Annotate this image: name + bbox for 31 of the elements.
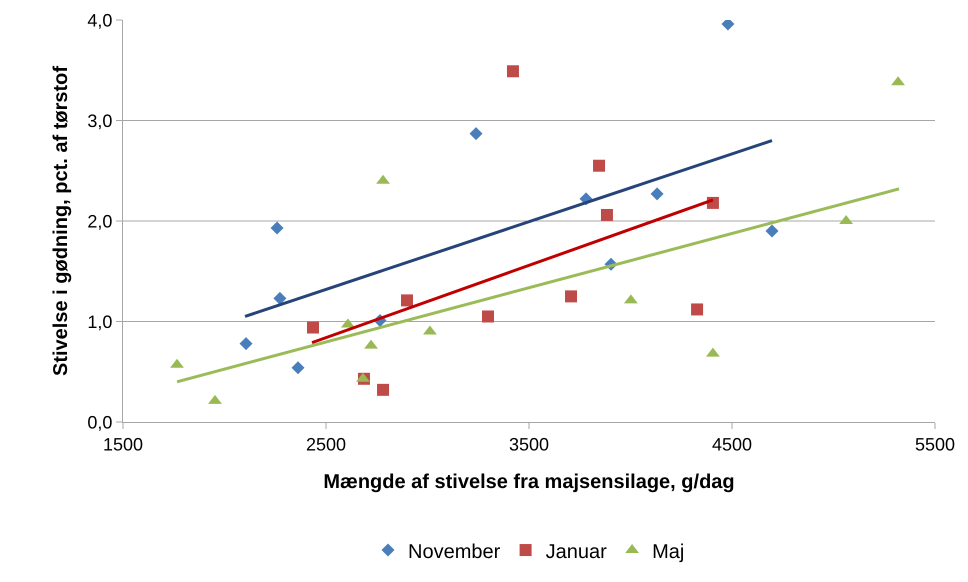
x-tick-label: 4500	[712, 434, 752, 455]
y-tick-label: 2,0	[87, 211, 112, 232]
point	[470, 127, 483, 140]
point	[506, 65, 519, 78]
x-tick-label: 5500	[914, 434, 956, 455]
point	[307, 322, 320, 334]
point	[565, 290, 578, 302]
point	[765, 224, 778, 238]
point	[401, 294, 413, 306]
point	[270, 222, 284, 235]
point	[240, 337, 253, 350]
x-axis-title: Mængde af stivelse fra majsensilage, g/dag	[323, 471, 735, 494]
point	[691, 303, 704, 316]
y-tick-label: 0,0	[87, 412, 112, 432]
point	[593, 160, 606, 172]
y-axis-title: Stivelse i gødning, pct. af tørstof	[50, 66, 72, 376]
legend-label: Januar	[546, 540, 608, 563]
x-tick-label: 3500	[508, 434, 550, 455]
point	[377, 384, 390, 396]
y-tick-label: 1,0	[87, 312, 112, 332]
point	[291, 361, 304, 374]
y-tick-label: 4,0	[87, 10, 112, 30]
point	[650, 187, 664, 200]
legend-label: Maj	[652, 540, 684, 563]
x-tick-label: 1500	[102, 434, 144, 455]
point	[482, 310, 494, 322]
y-tick-label: 3,0	[87, 110, 112, 131]
point	[600, 208, 613, 221]
point	[273, 292, 286, 305]
x-tick-label: 2500	[306, 434, 346, 455]
legend-label: November	[408, 540, 501, 563]
